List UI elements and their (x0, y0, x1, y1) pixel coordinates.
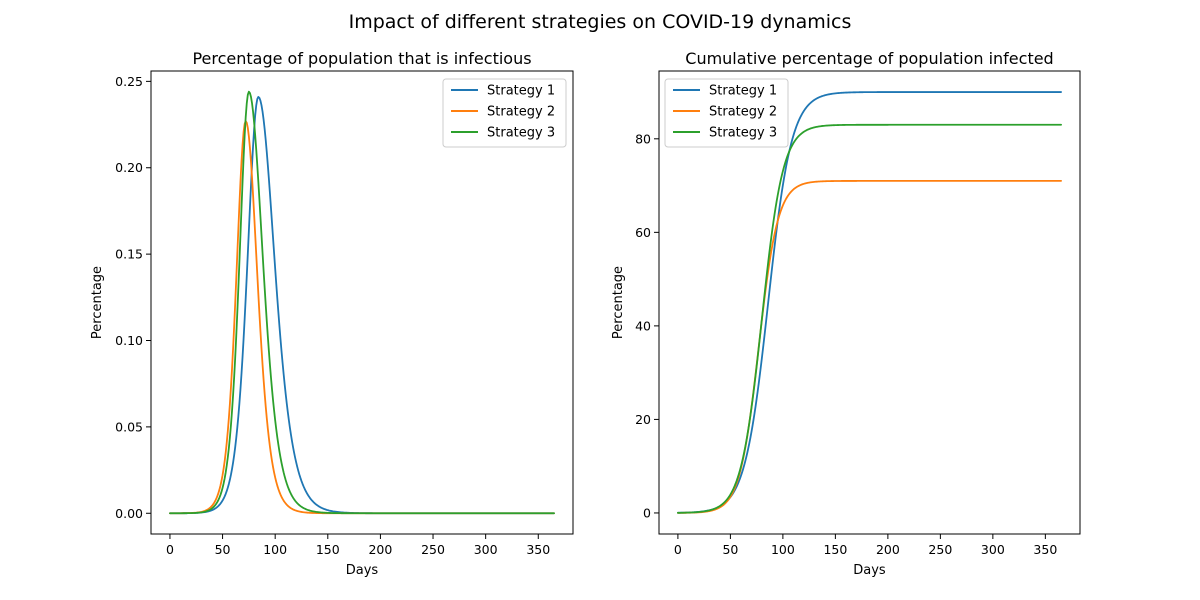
chart-1-title: Percentage of population that is infecti… (192, 49, 531, 68)
x-tick-label: 50 (722, 542, 738, 557)
x-tick-label: 250 (928, 542, 952, 557)
x-tick-label: 350 (526, 542, 550, 557)
figure-title: Impact of different strategies on COVID-… (349, 11, 852, 33)
series-line-1 (677, 91, 1062, 514)
x-tick-label: 350 (1033, 542, 1057, 557)
y-tick-label: 0 (643, 505, 651, 520)
chart-1: Percentage of population that is infecti… (90, 49, 574, 578)
legend-entry: Strategy 1 (487, 84, 555, 99)
x-tick-label: 0 (166, 542, 174, 557)
x-tick-label: 150 (316, 542, 340, 557)
legend-entry: Strategy 3 (487, 126, 555, 141)
charts: Percentage of population that is infecti… (90, 49, 1081, 578)
chart-2-title: Cumulative percentage of population infe… (685, 49, 1053, 68)
y-tick-label: 20 (635, 412, 651, 427)
y-axis-label: Percentage (611, 266, 626, 339)
legend-entry: Strategy 1 (709, 84, 777, 99)
x-tick-label: 100 (771, 542, 795, 557)
chart-2-series (677, 91, 1062, 514)
x-tick-label: 200 (368, 542, 392, 557)
x-tick-label: 200 (876, 542, 900, 557)
y-axis-label: Percentage (90, 266, 105, 339)
series-line-3 (677, 123, 1062, 514)
legend-entry: Strategy 2 (487, 105, 555, 120)
x-tick-label: 50 (215, 542, 231, 557)
y-tick-label: 0.05 (115, 419, 143, 434)
y-tick-label: 40 (635, 318, 651, 333)
x-tick-label: 150 (823, 542, 847, 557)
chart-1-frame (150, 70, 574, 535)
y-tick-label: 0.15 (115, 247, 143, 262)
y-tick-label: 0.25 (115, 74, 143, 89)
x-tick-label: 100 (263, 542, 287, 557)
chart-1-legend: Strategy 1 Strategy 2 Strategy 3 (442, 78, 567, 148)
series-line-3 (169, 90, 555, 515)
x-axis-label: Days (346, 563, 379, 578)
y-tick-label: 0.00 (115, 506, 143, 521)
chart-2: Cumulative percentage of population infe… (611, 49, 1081, 578)
y-tick-label: 0.20 (115, 160, 143, 175)
y-tick-label: 0.10 (115, 333, 143, 348)
x-tick-label: 300 (981, 542, 1005, 557)
legend-frame (664, 78, 789, 148)
chart-2-legend: Strategy 1 Strategy 2 Strategy 3 (664, 78, 789, 148)
x-tick-label: 0 (674, 542, 682, 557)
x-tick-label: 250 (421, 542, 445, 557)
chart-2-frame (658, 70, 1081, 535)
x-axis-label: Days (853, 563, 886, 578)
legend-entry: Strategy 3 (709, 126, 777, 141)
chart-1-series (169, 90, 555, 515)
y-tick-label: 60 (635, 225, 651, 240)
legend-entry: Strategy 2 (709, 105, 777, 120)
x-tick-label: 300 (474, 542, 498, 557)
legend-frame (442, 78, 567, 148)
y-tick-label: 80 (635, 131, 651, 146)
